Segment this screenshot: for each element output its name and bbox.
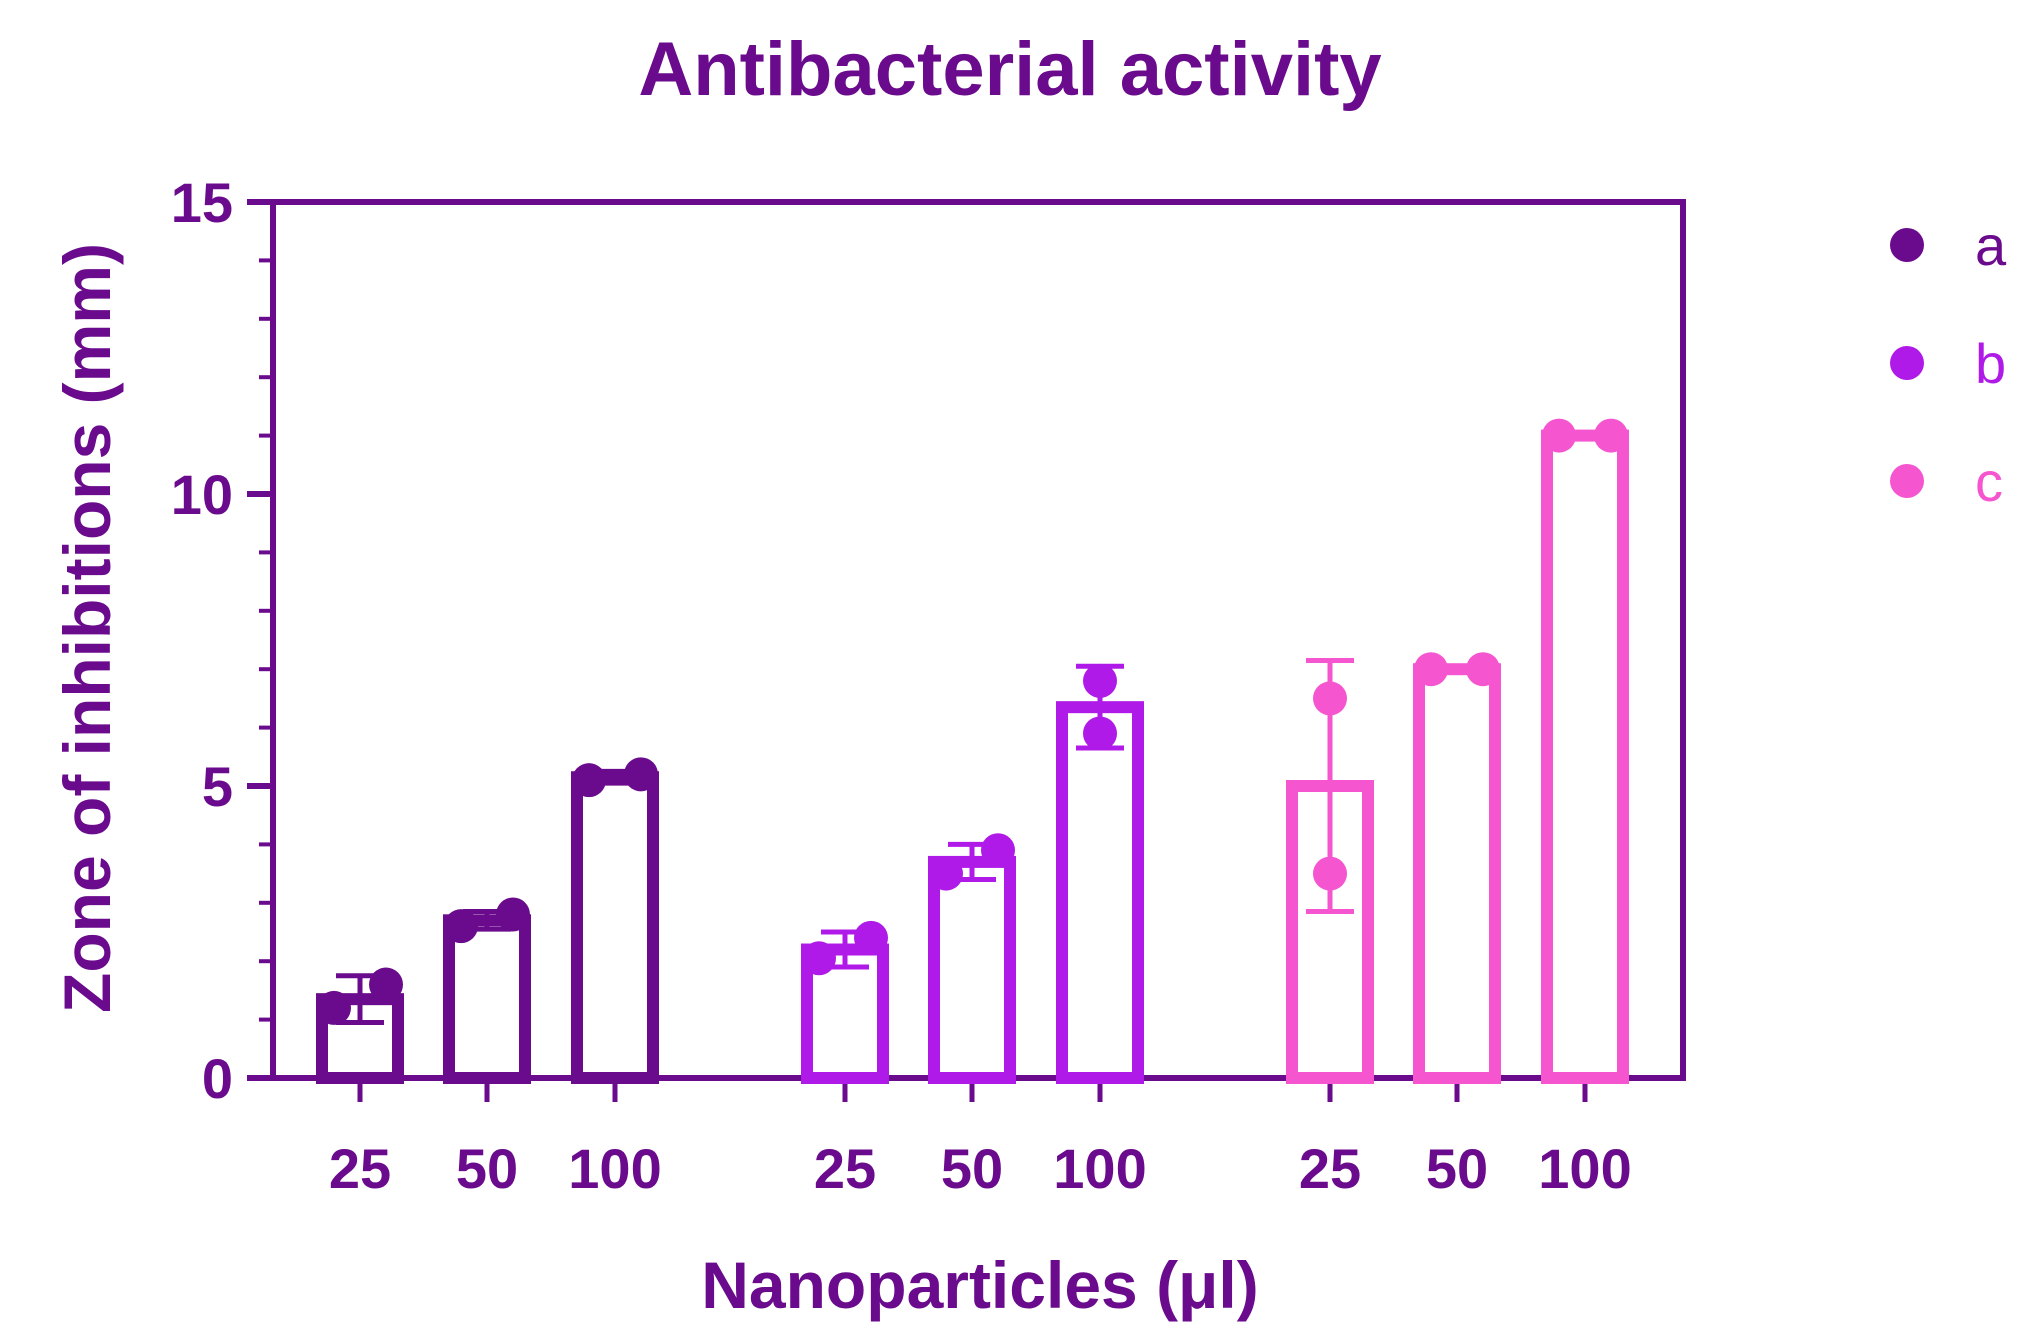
bar-b-100	[1056, 701, 1144, 1084]
data-point-c-100	[1542, 418, 1576, 453]
data-point-b-100	[1083, 663, 1117, 698]
data-point-a-50	[444, 909, 478, 944]
y-tick-label: 5	[202, 755, 233, 818]
legend-label-b: b	[1975, 332, 2006, 395]
x-tick-label: 50	[1426, 1137, 1488, 1200]
legend-marker-c	[1890, 464, 1924, 498]
plot-area: 0 5 10 15 25 50 100 25 50 100 25 50 100	[171, 171, 1686, 1200]
data-point-b-50	[981, 833, 1015, 868]
data-point-a-50	[496, 897, 530, 932]
legend: abc	[1890, 214, 2007, 513]
bar-c-100	[1541, 429, 1629, 1085]
data-point-b-25	[802, 941, 836, 976]
data-point-b-25	[854, 920, 888, 955]
y-axis-label: Zone of inhibitions (mm)	[50, 243, 124, 1013]
data-point-b-50	[929, 856, 963, 891]
chart-title: Antibacterial activity	[638, 27, 1381, 112]
data-point-a-100	[572, 763, 606, 798]
data-point-c-25	[1313, 681, 1347, 716]
bar-c-50	[1413, 663, 1501, 1084]
x-tick-label: 50	[456, 1137, 518, 1200]
x-tick-label: 100	[1538, 1137, 1631, 1200]
x-tick-label: 100	[568, 1137, 661, 1200]
legend-label-a: a	[1975, 214, 2007, 277]
data-point-b-100	[1083, 716, 1117, 751]
data-point-c-25	[1313, 856, 1347, 891]
data-point-a-25	[369, 967, 403, 1002]
bar-a-50	[443, 914, 531, 1084]
bar-a-100	[571, 771, 659, 1084]
x-tick-label: 25	[329, 1137, 391, 1200]
bar-b-50	[928, 855, 1016, 1084]
data-point-a-100	[624, 757, 658, 792]
x-tick-label: 25	[814, 1137, 876, 1200]
legend-label-c: c	[1975, 450, 2003, 513]
data-point-a-25	[317, 990, 351, 1025]
data-point-c-100	[1594, 418, 1628, 453]
y-tick-label: 10	[171, 463, 233, 526]
plot-frame	[270, 199, 1686, 1081]
legend-marker-b	[1890, 346, 1924, 380]
y-tick-label: 15	[171, 171, 233, 234]
x-axis-label: Nanoparticles (μl)	[701, 1248, 1259, 1322]
data-point-c-50	[1414, 652, 1448, 687]
x-tick-label: 25	[1299, 1137, 1361, 1200]
legend-marker-a	[1890, 228, 1924, 262]
x-tick-label: 50	[941, 1137, 1003, 1200]
x-tick-label: 100	[1053, 1137, 1146, 1200]
data-point-c-50	[1466, 652, 1500, 687]
y-tick-label: 0	[202, 1047, 233, 1110]
